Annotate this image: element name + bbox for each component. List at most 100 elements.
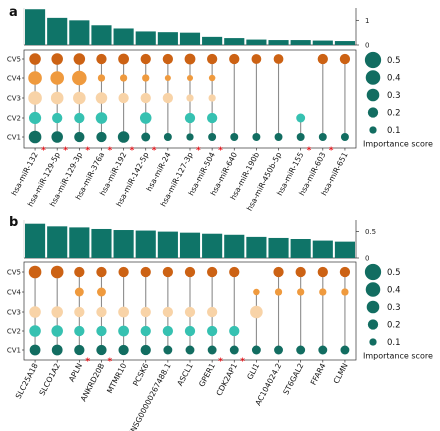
- score-dot: [162, 266, 174, 278]
- score-dot: [296, 345, 306, 355]
- score-dot: [50, 265, 64, 279]
- score-dot: [96, 306, 107, 318]
- significance-star: *: [329, 146, 334, 156]
- score-dot: [208, 74, 216, 82]
- score-dot: [184, 266, 196, 278]
- significance-star: *: [152, 146, 157, 156]
- significance-star: *: [85, 357, 90, 367]
- score-dot: [274, 288, 283, 296]
- score-dot: [97, 287, 106, 297]
- bar: [290, 40, 311, 45]
- legend-title: Importance score: [363, 140, 433, 149]
- score-dot: [28, 91, 42, 105]
- score-dot: [163, 133, 172, 141]
- bar: [224, 234, 245, 258]
- legend-dot: [364, 263, 382, 281]
- score-dot: [162, 325, 174, 337]
- score-dot: [206, 112, 218, 124]
- score-dot: [206, 53, 218, 65]
- score-dot: [252, 133, 261, 141]
- significance-star: *: [41, 146, 46, 156]
- score-dot: [318, 345, 328, 355]
- bar: [91, 25, 112, 45]
- legend-dot: [364, 51, 382, 69]
- score-dot: [51, 325, 63, 337]
- bar: [69, 227, 90, 258]
- feature-label: SLCO1A2: [37, 362, 62, 397]
- score-dot: [184, 325, 196, 337]
- legend-dot: [365, 282, 381, 297]
- score-dot: [74, 344, 85, 356]
- bar: [47, 17, 68, 45]
- legend-label: 0.5: [387, 268, 401, 278]
- legend-label: 0.2: [387, 109, 401, 119]
- score-dot: [206, 306, 218, 318]
- score-dot: [118, 325, 129, 337]
- significance-star: *: [85, 146, 90, 156]
- score-dot: [273, 266, 284, 278]
- score-dot: [141, 132, 151, 142]
- panel-label: a: [9, 5, 18, 20]
- score-dot: [296, 113, 306, 123]
- score-dot: [73, 91, 86, 105]
- row-label: CV3: [7, 95, 21, 103]
- row-label: CV3: [7, 309, 21, 317]
- score-dot: [28, 130, 42, 144]
- bar-y-tick-label: 1: [365, 17, 369, 25]
- bar: [47, 226, 68, 258]
- score-dot: [229, 325, 240, 337]
- score-dot: [74, 325, 85, 337]
- significance-star: *: [63, 146, 68, 156]
- feature-label: CLMN: [332, 362, 350, 385]
- score-dot: [207, 345, 217, 355]
- score-dot: [74, 266, 85, 278]
- score-dot: [140, 344, 151, 356]
- score-dot: [96, 266, 107, 278]
- score-dot: [139, 112, 152, 124]
- bar: [246, 39, 267, 45]
- score-dot: [208, 133, 217, 141]
- legend-dot: [369, 126, 377, 134]
- bar: [179, 32, 201, 45]
- row-label: CV5: [7, 56, 21, 64]
- feature-label: FFAR4: [309, 362, 328, 387]
- score-dot: [118, 53, 129, 65]
- score-dot: [74, 306, 85, 318]
- score-dot: [28, 71, 42, 85]
- score-dot: [273, 54, 284, 64]
- bar: [268, 40, 289, 45]
- score-dot: [140, 53, 151, 65]
- legend-label: 0.1: [387, 126, 401, 136]
- bar-y-tick-label: 0.5: [365, 228, 376, 236]
- bar: [312, 40, 333, 45]
- score-dot: [119, 74, 128, 82]
- score-dot: [184, 53, 196, 65]
- bar: [224, 38, 245, 45]
- score-dot: [96, 131, 107, 143]
- score-dot: [95, 92, 108, 104]
- bar: [246, 236, 267, 258]
- bar: [25, 9, 46, 45]
- legend-label: 0.3: [387, 91, 401, 101]
- row-label: CV4: [7, 75, 22, 83]
- legend-dot: [366, 300, 380, 314]
- score-dot: [50, 71, 65, 85]
- score-dot: [74, 287, 84, 297]
- score-dot: [229, 345, 239, 355]
- score-dot: [184, 112, 196, 124]
- bar: [202, 36, 223, 45]
- score-dot: [341, 288, 349, 296]
- score-dot: [229, 53, 240, 65]
- bar: [334, 41, 355, 45]
- score-dot: [229, 266, 240, 278]
- score-dot: [319, 288, 327, 296]
- legend-dot: [367, 319, 379, 330]
- feature-label: GLI1: [245, 362, 261, 382]
- score-dot: [318, 133, 327, 141]
- score-dot: [339, 266, 351, 278]
- score-dot: [184, 306, 196, 318]
- score-dot: [339, 53, 351, 65]
- legend-label: 0.4: [387, 286, 401, 296]
